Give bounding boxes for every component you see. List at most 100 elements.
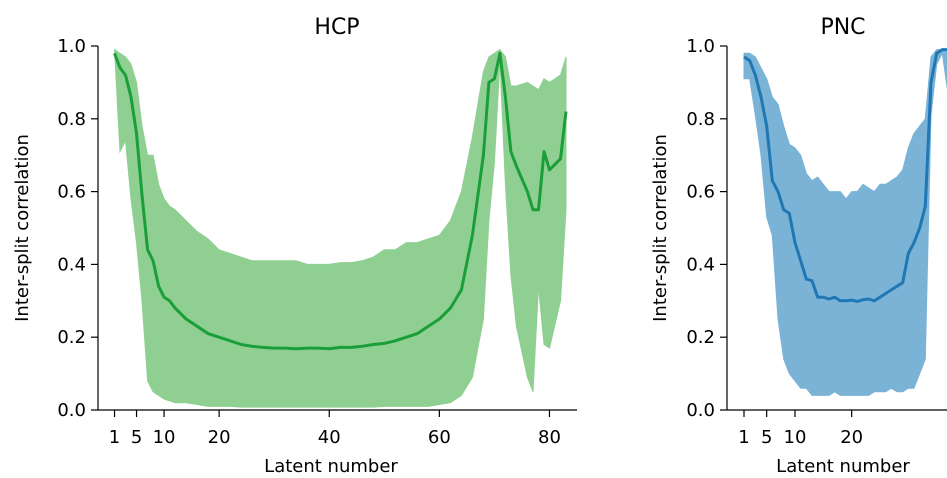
pnc-data-point <box>868 298 870 300</box>
pnc-x-tick-label: 10 <box>784 427 807 448</box>
hcp-data-point <box>565 111 567 113</box>
hcp-data-point <box>136 132 138 134</box>
pnc-data-point <box>913 242 915 244</box>
pnc-series-line <box>743 48 947 303</box>
hcp-x-tick-label: 20 <box>208 427 231 448</box>
hcp-data-point <box>328 348 330 350</box>
hcp-y-tick-label: 0.6 <box>57 182 86 203</box>
pnc-band-layer <box>743 49 947 396</box>
pnc-data-point <box>771 180 773 182</box>
pnc-data-point <box>924 205 926 207</box>
hcp-x-tick-label: 1 <box>109 427 120 448</box>
hcp-data-point <box>438 318 440 320</box>
pnc-data-point <box>805 278 807 280</box>
pnc-data-point <box>919 227 921 229</box>
pnc-data-point <box>856 301 858 303</box>
pnc-data-point <box>822 296 824 298</box>
pnc-data-point <box>811 280 813 282</box>
hcp-data-point <box>169 300 171 302</box>
hcp-x-tick-label: 10 <box>153 427 176 448</box>
pnc-data-point <box>896 285 898 287</box>
hcp-line-layer <box>113 51 568 351</box>
hcp-y-tick-label: 1.0 <box>57 36 86 57</box>
hcp-data-point <box>350 346 352 348</box>
pnc-line-layer <box>743 48 947 303</box>
pnc-data-point <box>794 242 796 244</box>
hcp-data-point <box>543 151 545 153</box>
pnc-data-point <box>879 296 881 298</box>
hcp-data-point <box>449 307 451 309</box>
pnc-data-point <box>749 60 751 62</box>
pnc-data-point <box>890 289 892 291</box>
hcp-data-point <box>560 158 562 160</box>
pnc-data-point <box>930 81 932 83</box>
hcp-data-point <box>125 74 127 76</box>
hcp-x-tick-label: 60 <box>428 427 451 448</box>
pnc-data-point <box>817 296 819 298</box>
hcp-data-point <box>119 67 121 69</box>
hcp-data-point <box>163 296 165 298</box>
pnc-data-point <box>885 293 887 295</box>
hcp-data-point <box>147 249 149 251</box>
pnc-data-point <box>777 191 779 193</box>
hcp-data-point <box>394 340 396 342</box>
hcp-data-point <box>471 234 473 236</box>
hcp-data-point <box>549 169 551 171</box>
hcp-data-point <box>114 52 116 54</box>
pnc-y-ticks: 0.0 0.2 0.4 0.6 0.8 1.0 <box>686 36 727 421</box>
pnc-data-point <box>941 49 943 51</box>
hcp-data-point <box>339 346 341 348</box>
pnc-data-point <box>754 74 756 76</box>
chart-pnc: 0.0 0.2 0.4 0.6 0.8 1.0 1 5 10 20 PNC Latent num… <box>650 15 947 477</box>
pnc-data-point <box>766 125 768 127</box>
hcp-data-point <box>515 165 517 167</box>
pnc-data-point <box>902 282 904 284</box>
hcp-y-ticks: 0.0 0.2 0.4 0.6 0.8 1.0 <box>57 36 98 421</box>
pnc-data-point <box>828 298 830 300</box>
pnc-title: PNC <box>820 15 865 40</box>
hcp-data-point <box>416 333 418 335</box>
hcp-data-point <box>229 340 231 342</box>
pnc-x-axis-label: Latent number <box>776 456 910 477</box>
hcp-data-point <box>273 347 275 349</box>
hcp-data-point <box>158 285 160 287</box>
hcp-data-point <box>218 336 220 338</box>
hcp-data-point <box>317 347 319 349</box>
hcp-series-line <box>113 51 568 351</box>
hcp-data-point <box>284 347 286 349</box>
hcp-data-point <box>240 344 242 346</box>
pnc-data-point <box>936 52 938 54</box>
hcp-data-point <box>361 345 363 347</box>
pnc-data-point <box>760 96 762 98</box>
hcp-data-point <box>532 209 534 211</box>
hcp-confidence-band <box>113 48 567 408</box>
hcp-data-point <box>262 346 264 348</box>
pnc-data-point <box>834 296 836 298</box>
pnc-y-tick-label: 0.8 <box>686 109 715 130</box>
hcp-data-point <box>185 318 187 320</box>
hcp-data-point <box>295 348 297 350</box>
pnc-data-point <box>862 299 864 301</box>
hcp-y-axis-label: Inter-split correlation <box>12 134 33 322</box>
chart-hcp: 0.0 0.2 0.4 0.6 0.8 1.0 1 5 10 20 40 60 80 HCP Late… <box>12 15 577 477</box>
pnc-confidence-band <box>743 49 947 396</box>
pnc-y-axis-label: Inter-split correlation <box>650 134 671 322</box>
hcp-x-ticks: 1 5 10 20 40 60 80 <box>109 410 561 448</box>
hcp-data-point <box>306 347 308 349</box>
pnc-data-point <box>783 209 785 211</box>
hcp-data-point <box>510 151 512 153</box>
hcp-title: HCP <box>314 15 359 40</box>
pnc-data-point <box>800 260 802 262</box>
hcp-data-point <box>526 191 528 193</box>
hcp-x-tick-label: 5 <box>131 427 142 448</box>
hcp-y-tick-label: 0.0 <box>57 400 86 421</box>
hcp-data-point <box>372 344 374 346</box>
hcp-data-point <box>493 78 495 80</box>
pnc-y-tick-label: 1.0 <box>686 36 715 57</box>
pnc-data-point <box>788 212 790 214</box>
pnc-x-tick-label: 1 <box>738 427 749 448</box>
pnc-data-point <box>873 300 875 302</box>
hcp-x-tick-label: 40 <box>318 427 341 448</box>
hcp-data-point <box>196 325 198 327</box>
